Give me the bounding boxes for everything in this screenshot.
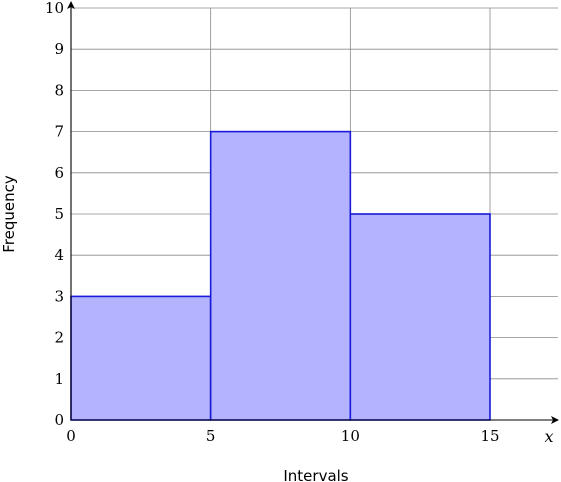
- y-tick-label-0: 0: [54, 411, 64, 429]
- tick-labels: 0 1 2 3 4 5 6 7 8 9 10 0 5 10 15: [45, 0, 500, 445]
- y-tick-label-6: 6: [54, 164, 64, 182]
- y-tick-label-1: 1: [54, 370, 64, 388]
- x-tick-label-15: 15: [480, 427, 499, 445]
- y-tick-label-3: 3: [54, 287, 64, 305]
- y-tick-label-5: 5: [54, 205, 64, 223]
- y-axis-label: Frequency: [0, 175, 18, 253]
- x-axis-label: Intervals: [283, 467, 348, 482]
- y-tick-label-4: 4: [54, 246, 64, 264]
- x-tick-label-10: 10: [341, 427, 360, 445]
- y-tick-label-10: 10: [45, 0, 64, 17]
- y-tick-label-7: 7: [54, 123, 64, 141]
- bars: [70, 130, 491, 421]
- x-tick-label-0: 0: [66, 427, 76, 445]
- histogram-bar-3: [349, 213, 491, 421]
- y-tick-label-9: 9: [54, 40, 64, 58]
- y-tick-label-2: 2: [54, 329, 64, 347]
- histogram-bar-2: [209, 130, 352, 421]
- x-axis-variable: x: [544, 427, 553, 446]
- axes: [67, 1, 559, 424]
- y-tick-label-8: 8: [54, 81, 64, 99]
- histogram-bar-1: [70, 295, 212, 421]
- x-tick-label-5: 5: [206, 427, 216, 445]
